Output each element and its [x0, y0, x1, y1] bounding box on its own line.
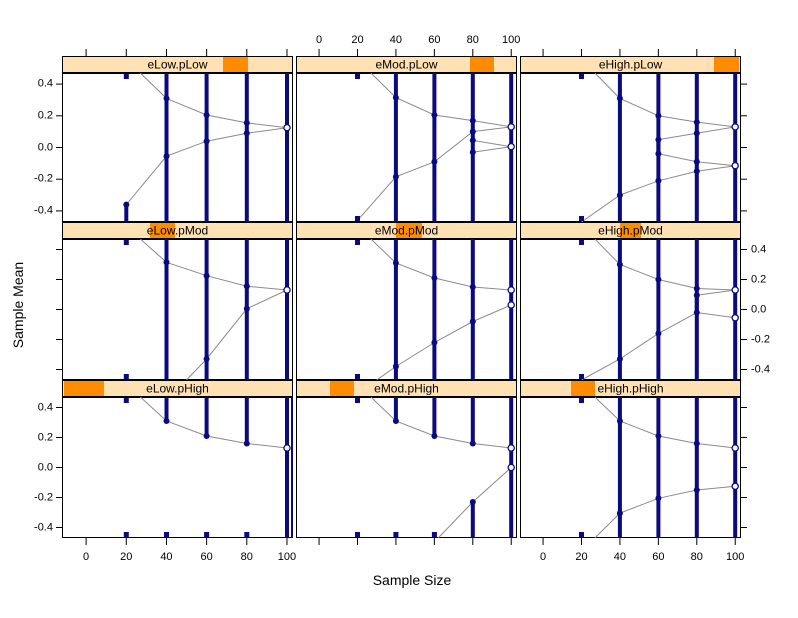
x-tick-label: 40 — [613, 551, 627, 563]
strip-label: eMod.pLow — [375, 57, 438, 72]
x-tick-label: 40 — [160, 551, 173, 563]
x-tick-label: 80 — [690, 551, 703, 563]
x-tick-label: 80 — [466, 34, 479, 46]
x-tick-label: 20 — [575, 551, 588, 563]
strip-label: eLow.pHigh — [146, 381, 209, 396]
strip-highlight — [571, 381, 596, 396]
strip-label: eHigh.pLow — [598, 57, 663, 72]
x-tick-label: 0 — [315, 34, 323, 46]
strip-highlight — [64, 381, 105, 396]
x-tick-label: 60 — [200, 551, 213, 563]
strip-ehigh-plow: eHigh.pLow — [520, 56, 741, 73]
strip-label: eLow.pMod — [146, 223, 209, 238]
y-tick-label: -0.2 — [34, 491, 53, 503]
x-tick-label: 100 — [277, 551, 297, 563]
strip-ehigh-phigh: eHigh.pHigh — [520, 380, 741, 397]
strip-elow-phigh: eLow.pHigh — [62, 380, 293, 397]
strip-highlight — [329, 381, 354, 396]
x-axis-label: Sample Size — [372, 572, 452, 588]
y-tick-label: -0.4 — [751, 363, 770, 375]
y-tick-label: 0.2 — [37, 109, 53, 122]
y-tick-label: -0.4 — [34, 521, 53, 533]
x-tick-label: 40 — [389, 34, 403, 46]
y-tick-label: 0.0 — [37, 141, 53, 153]
panel-elow-plow — [62, 73, 293, 222]
strip-highlight — [223, 57, 249, 72]
y-tick-label: 0.4 — [751, 243, 767, 255]
strip-label: eHigh.pMod — [598, 223, 663, 238]
strip-emod-plow: eMod.pLow — [296, 56, 517, 73]
x-tick-label: 100 — [726, 551, 745, 563]
panel-elow-pmod — [62, 239, 293, 380]
strip-label: eMod.pHigh — [374, 381, 439, 396]
y-tick-label: 0.2 — [751, 273, 767, 285]
x-tick-label: 60 — [428, 34, 441, 46]
strip-highlight — [395, 223, 422, 238]
panel-emod-phigh — [296, 397, 517, 538]
x-tick-label: 0 — [539, 551, 547, 563]
x-tick-label: 20 — [351, 34, 364, 46]
strip-label: eLow.pLow — [147, 57, 208, 72]
strip-highlight — [619, 223, 642, 238]
y-tick-label: -0.4 — [34, 204, 53, 217]
strip-highlight — [150, 223, 176, 238]
x-tick-label: 80 — [240, 551, 253, 563]
strip-ehigh-pmod: eHigh.pMod — [520, 222, 741, 239]
panel-ehigh-pmod — [520, 239, 741, 380]
panel-emod-plow — [296, 73, 517, 222]
panel-ehigh-plow — [520, 73, 741, 222]
y-tick-label: 0.0 — [37, 461, 53, 473]
y-tick-label: 0.2 — [37, 431, 53, 443]
x-tick-label: 20 — [120, 551, 133, 563]
strip-elow-pmod: eLow.pMod — [62, 222, 293, 239]
y-axis-label: Sample Mean — [10, 261, 26, 349]
panel-ehigh-phigh — [520, 397, 741, 538]
strip-emod-phigh: eMod.pHigh — [296, 380, 517, 397]
strip-highlight — [470, 57, 495, 72]
y-tick-label: 0.4 — [37, 77, 53, 90]
x-tick-label: 100 — [502, 34, 521, 46]
strip-elow-plow: eLow.pLow — [62, 56, 293, 73]
y-tick-label: -0.2 — [751, 333, 770, 345]
y-tick-label: 0.0 — [751, 303, 767, 315]
y-tick-label: -0.2 — [34, 172, 53, 185]
panel-emod-pmod — [296, 239, 517, 380]
strip-label: eHigh.pHigh — [597, 381, 664, 396]
x-tick-label: 60 — [652, 551, 665, 563]
strip-label: eMod.pMod — [374, 223, 439, 238]
panel-elow-phigh — [62, 397, 293, 538]
y-tick-label: 0.4 — [37, 401, 53, 413]
strip-highlight — [713, 57, 739, 72]
strip-emod-pmod: eMod.pMod — [296, 222, 517, 239]
x-tick-label: 0 — [83, 551, 90, 563]
